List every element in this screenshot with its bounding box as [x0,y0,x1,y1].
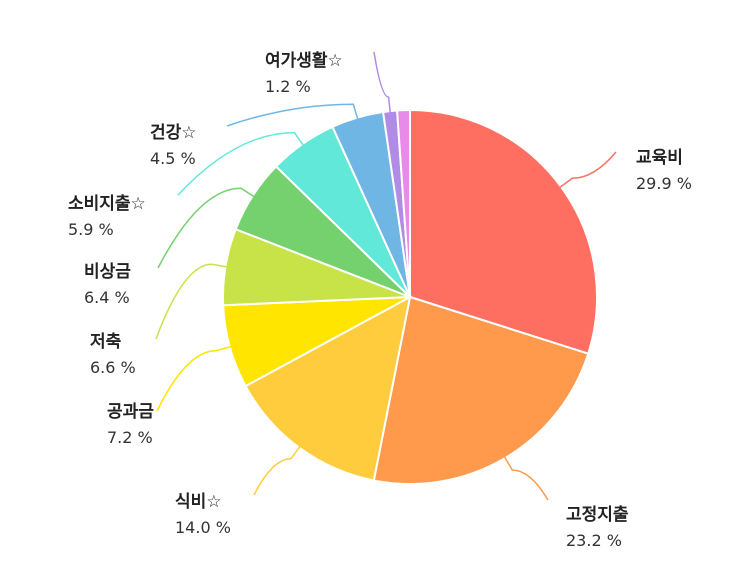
leader-line [501,452,549,501]
slice-labels: 교육비 29.9 % 고정지출 23.2 % 식비☆ 14.0 % 공과금 7.2 % 저축 6.… [68,50,692,550]
slice-value-label: 6.4 % [84,288,130,307]
slice-value-label: 7.2 % [107,428,153,447]
slice-label: 소비지출☆ [68,194,146,214]
leader-line [226,103,360,127]
slice-label: 공과금 [107,402,154,422]
slice-label: 고정지출 [566,505,629,525]
slice-value-label: 29.9 % [636,174,692,193]
leader-line [373,51,392,118]
leader-line [253,442,304,496]
slice-label: 여가생활☆ [265,50,343,71]
pie-slices [222,108,599,485]
slice-value-label: 5.9 % [68,220,114,239]
leader-lines [155,51,617,501]
slice-label: 건강☆ [150,123,197,143]
slice-value-label: 23.2 % [566,531,622,550]
leader-line [157,187,259,269]
slice-label: 저축 [90,332,122,352]
slice-label: 교육비 [636,148,683,168]
slice-value-label: 6.6 % [90,358,136,377]
slice-value-label: 4.5 % [150,149,196,168]
leader-line [555,151,617,191]
leader-line [177,131,307,196]
slice-value-label: 14.0 % [175,518,231,537]
leader-line [155,263,232,340]
slice-label: 식비☆ [175,492,222,512]
leader-line [156,344,236,412]
slice-value-label: 1.2 % [265,77,311,96]
pie-slice [396,108,411,298]
slice-label: 비상금 [84,262,131,282]
